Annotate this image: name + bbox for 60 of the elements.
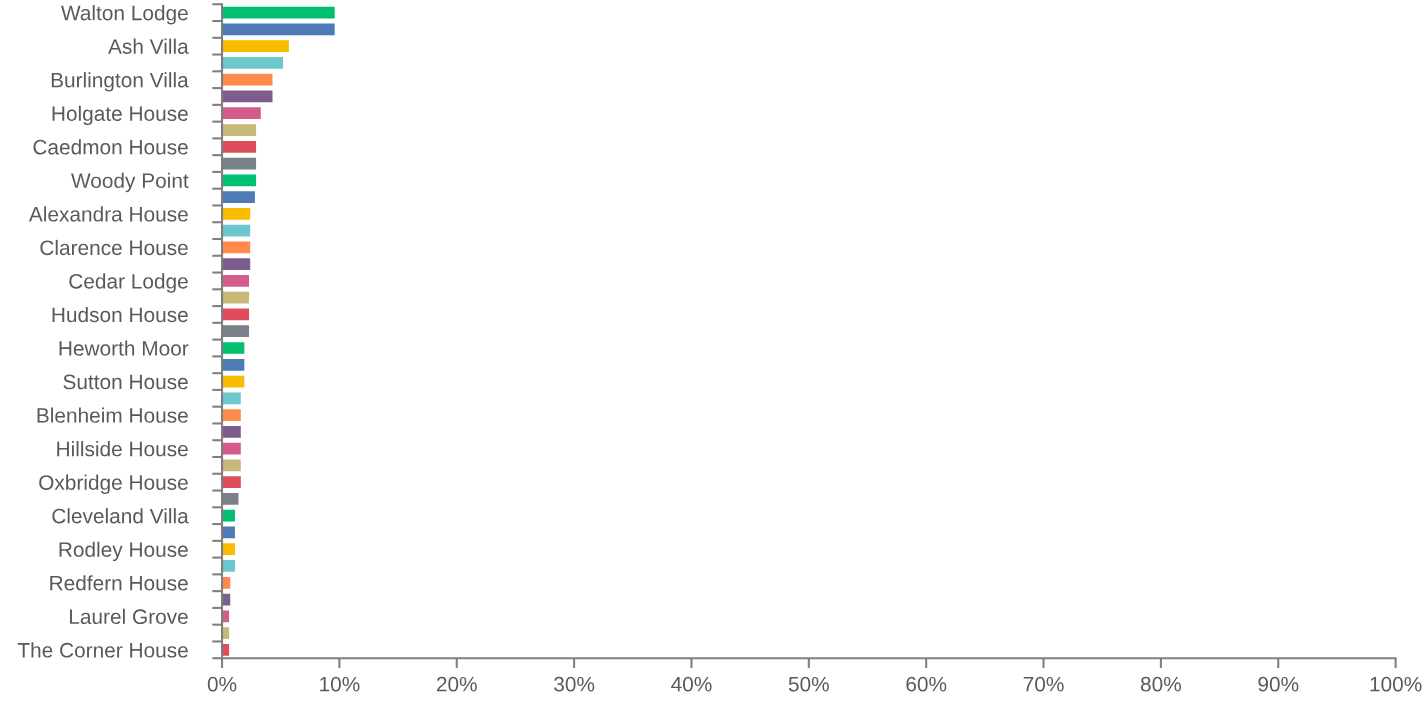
y-tick-label: Oxbridge House bbox=[39, 474, 188, 495]
y-tick-label: Cedar Lodge bbox=[69, 273, 188, 293]
y-tick-label: Burlington Villa bbox=[51, 72, 189, 92]
x-tick-label: 70% bbox=[1023, 676, 1064, 692]
x-tick-label: 60% bbox=[906, 676, 947, 692]
bar bbox=[222, 107, 261, 120]
bar bbox=[222, 23, 335, 36]
bar bbox=[222, 308, 250, 321]
x-tick-label: 50% bbox=[788, 676, 829, 692]
y-tick-label: Cleveland Villa bbox=[52, 508, 189, 524]
bar bbox=[222, 560, 235, 572]
bar bbox=[222, 392, 241, 405]
bar bbox=[222, 124, 257, 136]
bar bbox=[222, 291, 250, 304]
bar bbox=[222, 476, 241, 489]
bar bbox=[222, 358, 245, 371]
bar bbox=[222, 442, 241, 455]
y-tick-label: Redfern House bbox=[50, 575, 188, 591]
bar bbox=[222, 40, 289, 53]
x-tick-label: 90% bbox=[1258, 676, 1299, 692]
y-tick-label: The Corner House bbox=[17, 642, 188, 658]
bar bbox=[222, 73, 273, 86]
y-tick-label: Hillside House bbox=[57, 441, 188, 457]
bar bbox=[222, 459, 241, 472]
y-tick-label: Woody Point bbox=[71, 172, 189, 193]
bar bbox=[222, 90, 273, 103]
x-tick-label: 10% bbox=[320, 676, 360, 692]
bar bbox=[222, 409, 241, 421]
x-tick-label: 100% bbox=[1370, 676, 1422, 692]
y-tick-label: Sutton House bbox=[63, 374, 188, 390]
bar bbox=[222, 191, 255, 203]
bar bbox=[222, 342, 245, 354]
bar bbox=[222, 275, 250, 287]
x-tick-label: 80% bbox=[1140, 676, 1181, 692]
bar bbox=[222, 425, 241, 438]
bar bbox=[222, 241, 251, 254]
y-tick-label: Holgate House bbox=[52, 105, 188, 126]
y-tick-label: Heworth Moor bbox=[59, 340, 189, 356]
x-tick-label: 40% bbox=[671, 676, 712, 692]
y-tick-label: Hudson House bbox=[52, 306, 188, 323]
bar bbox=[222, 543, 235, 556]
y-tick-label: Caedmon House bbox=[33, 139, 188, 155]
y-tick-label: Walton Lodge bbox=[61, 5, 188, 25]
bar bbox=[222, 509, 235, 522]
x-tick-label: 30% bbox=[554, 676, 595, 692]
bar bbox=[222, 224, 251, 237]
y-tick-label: Clarence House bbox=[40, 239, 188, 256]
bar bbox=[222, 207, 251, 220]
x-tick-label: 0% bbox=[207, 676, 237, 692]
bar bbox=[222, 258, 251, 271]
bar bbox=[222, 174, 257, 187]
bar bbox=[222, 140, 257, 153]
bar bbox=[222, 6, 335, 19]
bar bbox=[222, 57, 284, 69]
y-tick-label: Rodley House bbox=[59, 541, 188, 562]
y-tick-label: Alexandra House bbox=[28, 206, 188, 222]
y-tick-label: Blenheim House bbox=[37, 407, 188, 423]
y-tick-label: Ash Villa bbox=[108, 38, 189, 54]
x-tick-label: 20% bbox=[436, 676, 477, 692]
y-tick-label: Laurel Grove bbox=[69, 608, 188, 625]
